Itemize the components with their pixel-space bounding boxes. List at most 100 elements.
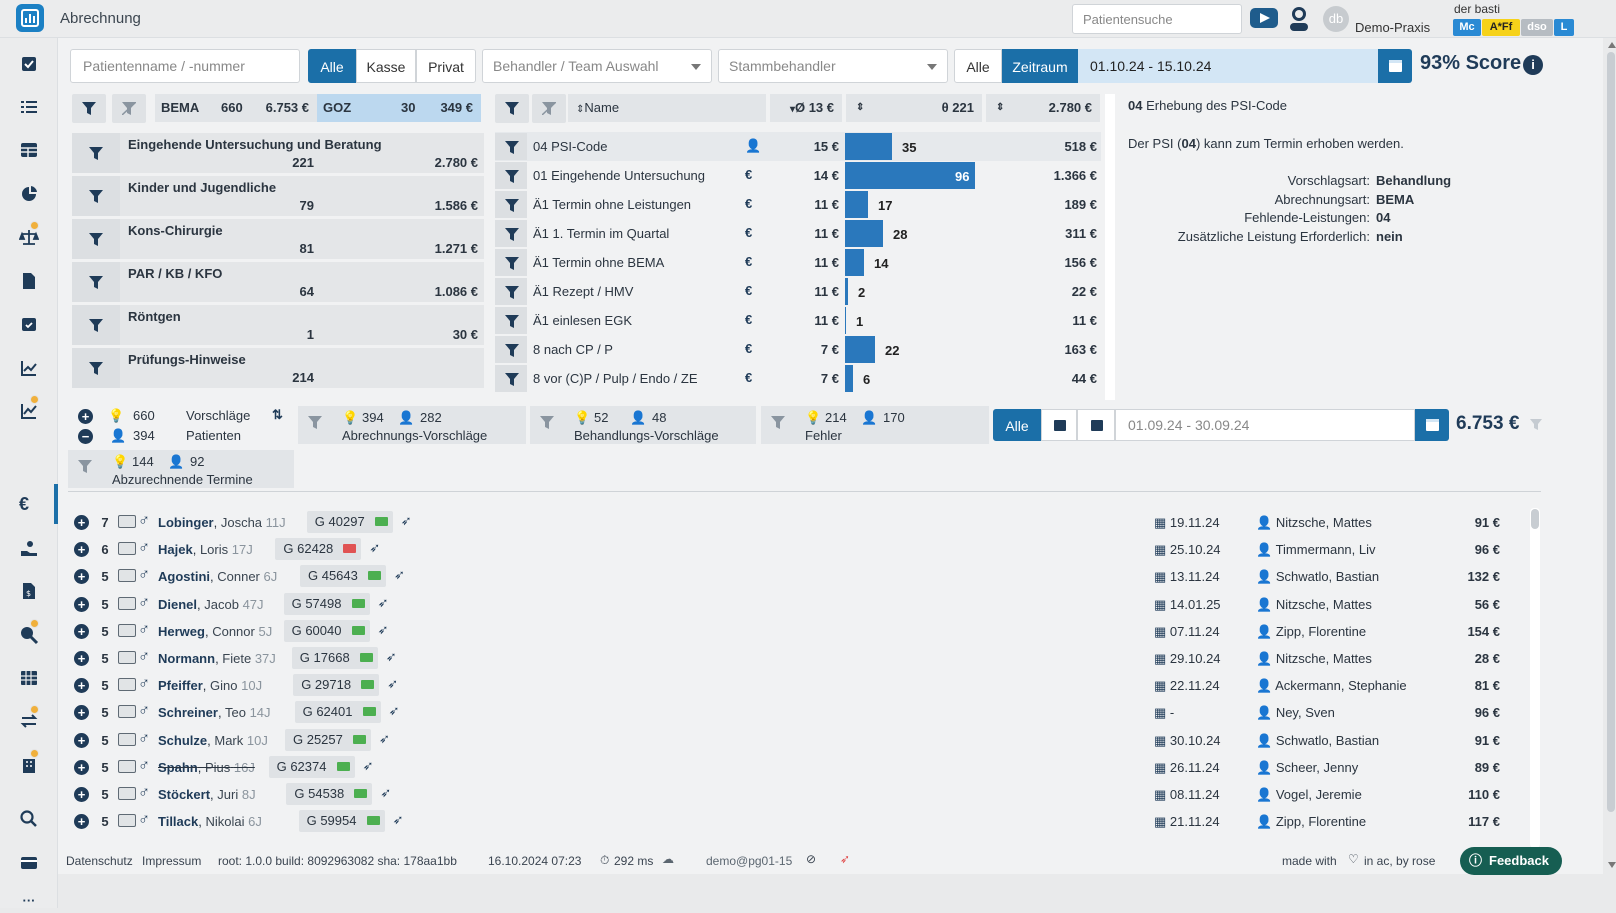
scroll-down-icon[interactable] [1608, 862, 1616, 868]
id-card-icon[interactable] [118, 515, 136, 528]
invoice-icon[interactable]: $ [19, 581, 39, 601]
rocket-icon[interactable]: ➶ [377, 621, 389, 637]
id-card-icon[interactable] [118, 542, 136, 556]
patient-name[interactable]: Schreiner, Teo 14J [158, 705, 271, 721]
suggestion-group-tab[interactable]: 💡 52 👤 48 Behandlungs-Vorschläge [530, 406, 756, 444]
filter-icon[interactable] [72, 133, 120, 173]
expand-plus-icon[interactable]: + [74, 678, 89, 694]
expand-plus-icon[interactable]: + [74, 596, 89, 612]
calendar-prev-button[interactable] [1041, 409, 1077, 441]
category-item[interactable]: Prüfungs-Hinweise 214 [72, 348, 484, 388]
patient-row[interactable]: +6 ♂ Hajek, Loris 17J G 62428 ➶ ▦ 25.10.24 👤 T… [70, 536, 1520, 563]
exchange-icon[interactable] [19, 711, 39, 731]
patient-name[interactable]: Dienel, Jacob 47J [158, 596, 264, 612]
list-icon[interactable] [19, 97, 39, 117]
range-alle-button[interactable]: Alle [954, 49, 1002, 83]
rule-row[interactable]: Ä1 1. Termin im Quartal €11 € 28 311 € [495, 219, 1101, 248]
suggestion-date-range[interactable]: 01.09.24 - 30.09.24 [1115, 409, 1415, 441]
filter-icon[interactable] [495, 191, 527, 218]
table-icon[interactable] [19, 140, 39, 160]
patient-row[interactable]: +5 ♂ Stöckert, Juri 8J G 54538 ➶ ▦ 08.11.24 👤 … [70, 781, 1520, 808]
insurance-badge[interactable]: G 62401 [294, 701, 381, 724]
more-icon[interactable]: ··· [22, 893, 36, 908]
id-card-icon[interactable] [118, 732, 136, 746]
patient-row[interactable]: +5 ♂ Pfeiffer, Gino 10J G 29718 ➶ ▦ 22.11.24 👤… [70, 672, 1520, 699]
chip-l[interactable]: L [1554, 19, 1574, 36]
expand-plus-icon[interactable]: + [74, 542, 89, 558]
insurance-badge[interactable]: G 54538 [286, 783, 373, 805]
impressum-link[interactable]: Impressum [142, 854, 202, 868]
search-dollar-icon[interactable] [19, 625, 39, 645]
date-range-field[interactable]: 01.10.24 - 15.10.24 [1078, 49, 1378, 83]
rule-row[interactable]: 04 PSI-Code 👤 15 € 35 518 € [495, 132, 1101, 161]
hand-coin-icon[interactable] [19, 538, 39, 558]
expand-plus-icon[interactable]: + [74, 569, 89, 585]
document-icon[interactable] [19, 271, 39, 291]
expand-plus-icon[interactable]: + [74, 623, 89, 639]
rocket-icon[interactable]: ➶ [392, 812, 404, 828]
building-icon[interactable] [19, 755, 39, 775]
patient-name[interactable]: Tillack, Nikolai 6J [158, 814, 262, 830]
filter-icon[interactable] [495, 162, 527, 189]
expand-plus-icon[interactable]: + [74, 814, 89, 830]
id-card-icon[interactable] [118, 678, 136, 692]
avatar[interactable]: db [1323, 6, 1349, 32]
rocket-icon[interactable]: ➶ [394, 567, 405, 583]
patient-name[interactable]: Schulze, Mark 10J [158, 732, 268, 748]
checkbox-icon[interactable] [19, 54, 39, 74]
insurance-badge[interactable]: G 29718 [293, 674, 380, 697]
goz-summary[interactable]: GOZ 30 349 € [317, 94, 481, 122]
column-name-header[interactable]: ⇕Name [568, 94, 766, 122]
patient-row[interactable]: +5 ♂ Spahn, Pius 16J G 62374 ➶ ▦ 26.11.24 👤 Sc… [70, 754, 1520, 781]
patient-name[interactable]: Agostini, Conner 6J [158, 569, 278, 585]
filter-icon[interactable] [72, 262, 120, 302]
column-count-header[interactable]: ⇕ θ 221 [846, 94, 982, 122]
filter-icon[interactable] [72, 219, 120, 259]
rule-row[interactable]: 8 vor (C)P / Pulp / Endo / ZE €7 € 6 44 € [495, 364, 1101, 393]
info-icon[interactable]: i [1523, 55, 1543, 75]
rule-row[interactable]: Ä1 Termin ohne BEMA €11 € 14 156 € [495, 248, 1101, 277]
rocket-icon[interactable]: ➶ [377, 594, 389, 610]
video-play-icon[interactable] [1250, 8, 1278, 28]
scroll-up-icon[interactable] [1608, 42, 1616, 48]
rule-row[interactable]: Ä1 Termin ohne Leistungen €11 € 17 189 € [495, 190, 1101, 219]
rocket-icon[interactable]: ➶ [388, 703, 400, 719]
filter-clear-icon[interactable] [308, 416, 322, 432]
expand-plus-icon[interactable]: + [74, 705, 89, 721]
stammbehandler-select[interactable]: Stammbehandler [718, 49, 948, 83]
filter-icon[interactable] [495, 94, 529, 123]
filter-icon[interactable] [495, 307, 527, 334]
trend-chart-icon[interactable] [19, 401, 39, 421]
filter-icon[interactable] [72, 348, 120, 388]
category-item[interactable]: Kons-Chirurgie 81 1.271 € [72, 219, 484, 259]
suggestion-group-tab[interactable]: 💡 394 👤 282 Abrechnungs-Vorschläge [298, 406, 526, 444]
patient-row[interactable]: +5 ♂ Schreiner, Teo 14J G 62401 ➶ ▦ - 👤 Ney, S… [70, 699, 1520, 726]
scrollbar-thumb[interactable] [1531, 509, 1539, 529]
filter-clear-icon[interactable] [112, 94, 146, 123]
id-card-icon[interactable] [118, 596, 136, 610]
id-card-icon[interactable] [118, 569, 136, 583]
filter-privat-button[interactable]: Privat [416, 49, 476, 83]
rocket-icon[interactable]: ➶ [400, 513, 412, 528]
patient-name[interactable]: Stöckert, Juri 8J [158, 787, 256, 802]
filter-icon[interactable] [495, 133, 527, 160]
expand-plus-icon[interactable]: + [74, 515, 89, 530]
card-icon[interactable] [19, 853, 39, 873]
filter-clear-icon[interactable] [771, 416, 785, 432]
calendar-button[interactable] [1378, 49, 1412, 83]
feedback-button[interactable]: ⓘ Feedback [1460, 847, 1562, 875]
expand-plus-icon[interactable]: + [74, 759, 89, 775]
filter-icon[interactable] [72, 305, 120, 345]
id-card-icon[interactable] [118, 623, 136, 637]
calendar-button[interactable] [1415, 409, 1449, 441]
patient-name[interactable]: Spahn, Pius 16J [158, 759, 255, 775]
insurance-badge[interactable]: G 17668 [291, 647, 378, 669]
range-zeitraum-button[interactable]: Zeitraum [1002, 49, 1078, 83]
chip-aff[interactable]: A*Ff [1482, 19, 1520, 36]
filter-alle-button[interactable]: Alle [308, 49, 356, 83]
insurance-badge[interactable]: G 60040 [283, 619, 370, 642]
rule-row[interactable]: 01 Eingehende Untersuchung €14 € 96 1.366 € [495, 161, 1101, 190]
rule-row[interactable]: 8 nach CP / P €7 € 22 163 € [495, 335, 1101, 364]
behandler-select[interactable]: Behandler / Team Auswahl [482, 49, 712, 83]
suggestion-alle-button[interactable]: Alle [993, 409, 1041, 441]
